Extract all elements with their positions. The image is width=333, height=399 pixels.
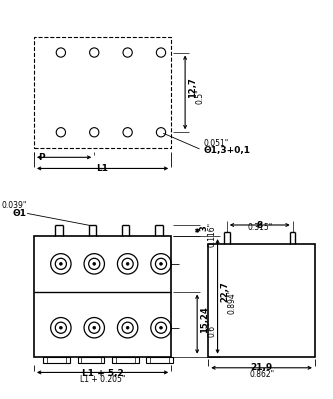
- Text: 3: 3: [200, 225, 209, 231]
- Circle shape: [126, 263, 129, 265]
- Text: P: P: [38, 153, 45, 162]
- Bar: [78, 357, 105, 363]
- Text: Θ1: Θ1: [13, 209, 27, 218]
- Circle shape: [93, 326, 96, 329]
- Text: 0.051": 0.051": [204, 139, 229, 148]
- Circle shape: [60, 263, 62, 265]
- Text: 0.6": 0.6": [207, 321, 216, 337]
- Circle shape: [60, 326, 62, 329]
- Text: L1 + 5,2: L1 + 5,2: [82, 369, 124, 378]
- Bar: [208, 243, 315, 357]
- Text: 0.116": 0.116": [207, 222, 216, 247]
- Circle shape: [160, 263, 163, 265]
- Circle shape: [126, 326, 129, 329]
- Text: 21,9: 21,9: [250, 363, 273, 372]
- Text: 12,7: 12,7: [188, 77, 197, 98]
- Bar: [34, 236, 171, 357]
- Text: 0.862": 0.862": [249, 370, 274, 379]
- Bar: [34, 37, 171, 148]
- Text: L1: L1: [97, 164, 109, 173]
- Bar: [146, 357, 173, 363]
- Text: Θ1,3+0,1: Θ1,3+0,1: [204, 146, 251, 156]
- Text: 0.894": 0.894": [228, 288, 237, 314]
- Text: L1 + 0.205": L1 + 0.205": [80, 375, 125, 385]
- Text: 22,7: 22,7: [220, 281, 229, 302]
- Text: 8: 8: [257, 221, 263, 230]
- Circle shape: [160, 326, 163, 329]
- Text: 0.5": 0.5": [195, 88, 204, 104]
- Text: 15,24: 15,24: [200, 306, 209, 333]
- Bar: [43, 357, 70, 363]
- Text: 0.315": 0.315": [247, 223, 272, 232]
- Bar: [112, 357, 139, 363]
- Circle shape: [93, 263, 96, 265]
- Text: 0.039": 0.039": [1, 201, 27, 210]
